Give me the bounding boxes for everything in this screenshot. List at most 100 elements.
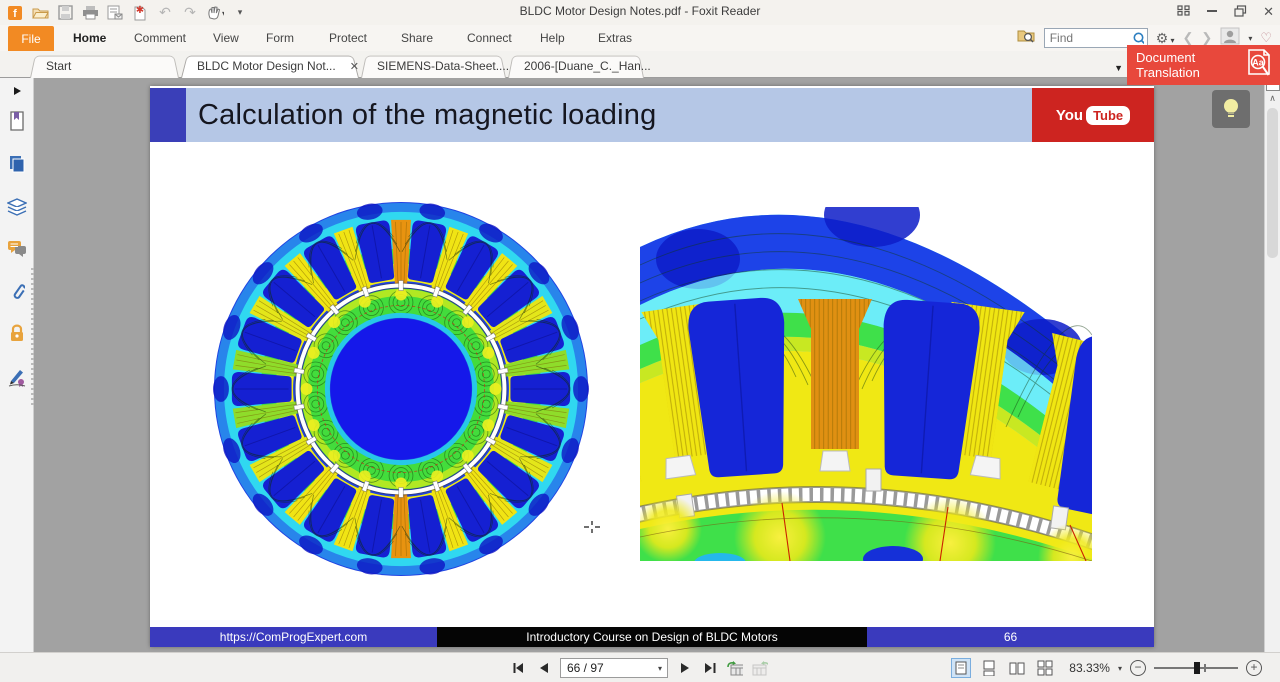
zoom-percentage[interactable]: 83.33% [1069, 661, 1110, 675]
expand-panel-icon[interactable] [6, 80, 28, 102]
tab-connect[interactable]: Connect [467, 31, 512, 45]
document-view-area: Calculation of the magnetic loading You … [0, 78, 1280, 652]
navigation-sidebar [0, 78, 34, 652]
create-pdf-icon[interactable]: ✱ [131, 4, 149, 22]
bookmarks-icon[interactable] [6, 110, 28, 132]
previous-view-button[interactable] [727, 659, 743, 677]
doc-tab-bldc-active[interactable]: BLDC Motor Design Not... ✕ [181, 54, 359, 78]
restore-button[interactable] [1234, 4, 1247, 20]
status-bar: 66 / 97 ▾ 83.33% ▾ − [0, 652, 1280, 682]
workspace-grid-icon[interactable] [1177, 5, 1190, 19]
undo-icon[interactable]: ↶ [159, 4, 171, 20]
doc-tab-2006[interactable]: 2006-[Duane_C._Han... [508, 54, 651, 78]
close-button[interactable]: ✕ [1263, 4, 1274, 19]
svg-text:Aa: Aa [1252, 57, 1264, 67]
previous-page-button[interactable] [535, 659, 551, 677]
tab-home[interactable]: Home [73, 31, 107, 45]
slide-title: Calculation of the magnetic loading [198, 98, 657, 131]
tab-view[interactable]: View [213, 31, 239, 45]
crosshair-cursor [584, 519, 600, 535]
find-input-wrap [1043, 28, 1148, 48]
next-page-button[interactable] [677, 659, 693, 677]
page-thumbnails-icon[interactable] [6, 152, 28, 174]
attachments-icon[interactable] [6, 281, 28, 303]
last-page-button[interactable] [702, 659, 718, 677]
find-previous-icon[interactable]: ❮ [1182, 30, 1194, 45]
svg-text:f: f [13, 8, 17, 20]
document-translation-badge[interactable]: Document Translation Aa [1127, 45, 1280, 85]
slide-footer: https://ComProgExpert.com Introductory C… [150, 627, 1154, 647]
save-icon[interactable] [56, 4, 74, 22]
email-document-icon[interactable] [106, 4, 124, 22]
slide-header: Calculation of the magnetic loading You … [150, 88, 1154, 142]
tab-form[interactable]: Form [266, 31, 294, 45]
open-folder-icon[interactable] [31, 4, 49, 22]
scroll-up-icon[interactable]: ∧ [1269, 93, 1276, 103]
doc-tab-start[interactable]: Start [30, 54, 179, 78]
favorites-heart-icon[interactable]: ♡ [1260, 30, 1272, 45]
comments-icon[interactable] [6, 238, 28, 260]
first-page-button[interactable] [510, 659, 526, 677]
panel-splitter[interactable] [31, 268, 34, 408]
svg-text:▾: ▾ [222, 9, 224, 18]
lightbulb-icon [1224, 99, 1238, 117]
layers-icon[interactable] [6, 196, 28, 218]
ribbon-tab-row: File Home Comment View Form Protect Shar… [0, 25, 1280, 51]
zoom-in-button[interactable]: + [1246, 660, 1262, 676]
zoom-out-button[interactable]: − [1130, 660, 1146, 676]
title-bar: f ✱ ↶ ↷ ▾ ▾ BLDC Motor Design Notes.pdf … [0, 0, 1280, 25]
tab-extras[interactable]: Extras [598, 31, 633, 45]
slide-title-banner: Calculation of the magnetic loading [186, 88, 1032, 142]
svg-text:✱: ✱ [136, 5, 144, 16]
translate-document-icon: Aa [1246, 48, 1272, 82]
page-number-box[interactable]: 66 / 97 ▾ [560, 658, 668, 678]
foxit-logo-icon[interactable]: f [6, 4, 24, 22]
find-next-icon[interactable]: ❯ [1201, 30, 1213, 45]
doc-tab-siemens[interactable]: SIEMENS-Data-Sheet.... [361, 54, 509, 78]
footer-page-number: 66 [867, 627, 1154, 647]
redo-icon[interactable]: ↷ [184, 4, 196, 20]
continuous-facing-view-button[interactable] [1035, 658, 1055, 678]
next-view-button[interactable] [752, 659, 768, 677]
minimize-button[interactable] [1206, 5, 1218, 19]
continuous-view-button[interactable] [979, 658, 999, 678]
tab-comment[interactable]: Comment [134, 31, 187, 45]
security-lock-icon[interactable] [6, 322, 28, 344]
hand-tool-icon[interactable]: ▾ [206, 4, 224, 22]
customize-toolbar-icon[interactable]: ▾ [237, 7, 243, 17]
print-icon[interactable] [81, 4, 99, 22]
tab-help[interactable]: Help [540, 31, 565, 45]
account-avatar-icon[interactable] [1220, 27, 1240, 50]
zoom-slider-handle[interactable] [1194, 662, 1200, 674]
zoom-dropdown-icon[interactable]: ▾ [1117, 663, 1122, 673]
search-folder-icon[interactable] [1017, 27, 1036, 49]
tab-list-dropdown-icon[interactable]: ▼ [1114, 63, 1123, 73]
pdf-page[interactable]: Calculation of the magnetic loading You … [150, 86, 1177, 647]
zoom-slider[interactable] [1154, 661, 1238, 675]
tab-share[interactable]: Share [401, 31, 434, 45]
footer-url: https://ComProgExpert.com [150, 627, 437, 647]
tab-protect[interactable]: Protect [329, 31, 368, 45]
tip-lightbulb-button[interactable] [1212, 90, 1250, 128]
tab-close-icon[interactable]: ✕ [349, 60, 359, 73]
vertical-scrollbar[interactable]: ∧ [1264, 78, 1280, 652]
find-input[interactable] [1049, 31, 1132, 45]
quick-access-toolbar: f ✱ ↶ ↷ ▾ ▾ [6, 2, 249, 23]
slide-header-accent-square [150, 88, 186, 142]
window-title: BLDC Motor Design Notes.pdf - Foxit Read… [519, 4, 761, 18]
signature-icon[interactable] [6, 366, 28, 388]
footer-course-title: Introductory Course on Design of BLDC Mo… [437, 627, 867, 647]
settings-gear-icon[interactable]: ⚙ ▾ [1155, 29, 1175, 46]
single-page-view-button[interactable] [951, 658, 972, 678]
fea-motor-cross-section-image [212, 199, 590, 583]
page-dropdown-icon[interactable]: ▾ [657, 663, 662, 673]
file-menu-button[interactable]: File [8, 26, 54, 51]
youtube-logo: You Tube [1032, 88, 1154, 142]
scrollbar-thumb[interactable] [1267, 108, 1278, 258]
document-tab-bar: Start BLDC Motor Design Not... ✕ SIEMENS… [0, 51, 1280, 78]
account-dropdown-icon[interactable]: ▾ [1248, 33, 1253, 43]
search-icon[interactable] [1132, 31, 1144, 46]
fea-slot-detail-image [495, 183, 1177, 591]
facing-view-button[interactable] [1007, 658, 1027, 678]
